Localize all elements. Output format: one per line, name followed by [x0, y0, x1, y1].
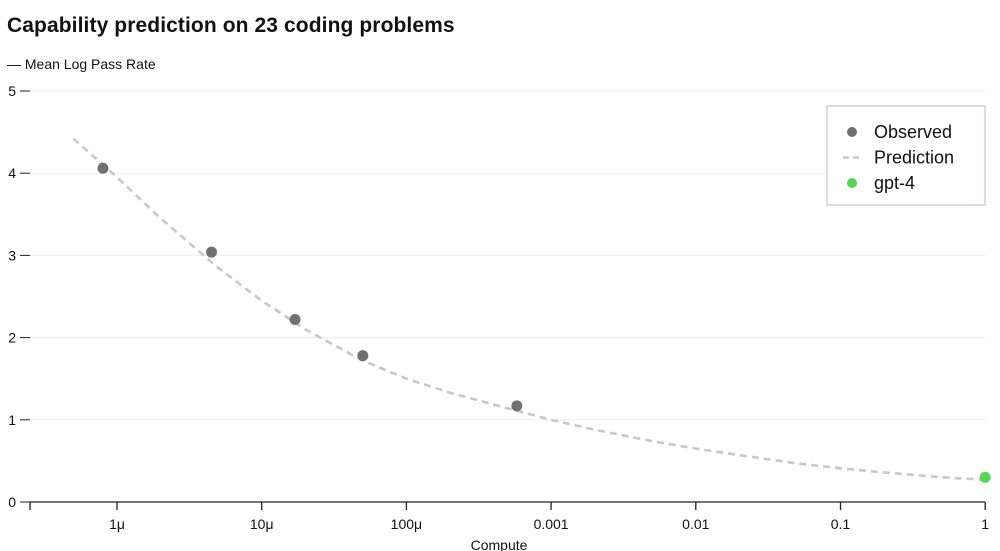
x-tick-label: 1μ: [109, 516, 125, 532]
x-axis-label: Compute: [471, 537, 528, 551]
x-tick-label: 1: [981, 516, 989, 532]
y-tick-label: 5: [8, 83, 16, 99]
legend-label-gpt-4: gpt-4: [874, 173, 915, 193]
x-tick-label: 0.001: [534, 516, 569, 532]
y-tick-label: 2: [8, 330, 16, 346]
y-tick-label: 3: [8, 247, 16, 263]
x-tick-label: 0.1: [831, 516, 851, 532]
x-tick-label: 0.01: [682, 516, 709, 532]
legend-label-prediction: Prediction: [874, 148, 954, 168]
y-tick-label: 4: [8, 165, 16, 181]
observed-point[interactable]: [97, 162, 109, 174]
observed-point[interactable]: [511, 400, 523, 412]
x-tick-label: 100μ: [391, 516, 422, 532]
observed-point[interactable]: [206, 246, 218, 258]
x-tick-label: 10μ: [250, 516, 274, 532]
legend-label-observed: Observed: [874, 122, 952, 142]
gpt-4-point[interactable]: [979, 471, 991, 483]
chart-subtitle: — Mean Log Pass Rate: [7, 56, 156, 72]
observed-point[interactable]: [357, 350, 369, 362]
y-tick-label: 0: [8, 494, 16, 510]
y-tick-label: 1: [8, 412, 16, 428]
legend-marker-observed: [847, 127, 857, 137]
observed-point[interactable]: [289, 314, 301, 326]
chart-title: Capability prediction on 23 coding probl…: [7, 14, 455, 37]
legend-box: [826, 105, 986, 206]
legend-marker-gpt-4: [847, 178, 857, 188]
prediction-line: [72, 137, 986, 482]
